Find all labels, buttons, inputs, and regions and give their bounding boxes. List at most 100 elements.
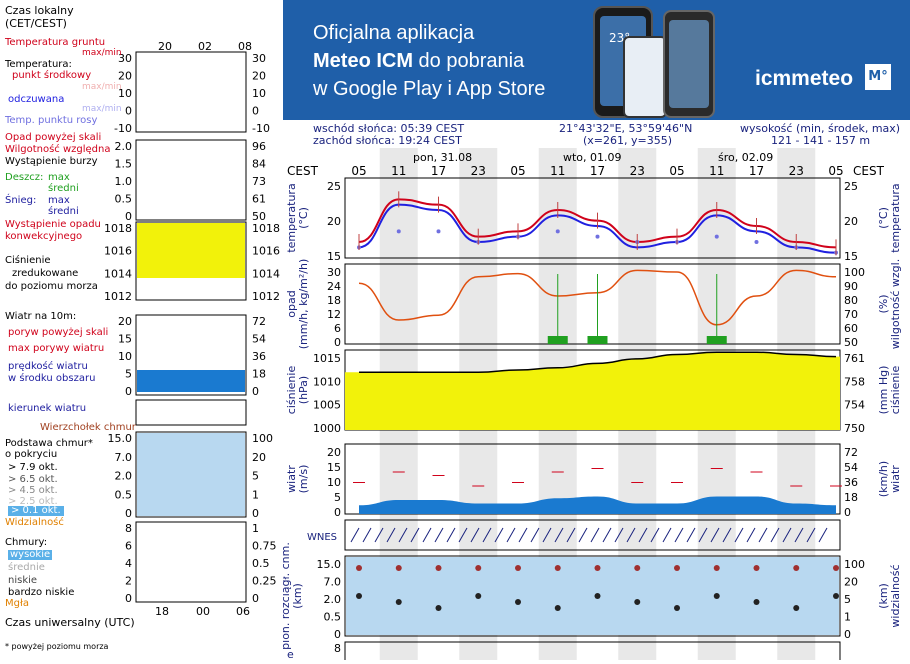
legend-tick-clouds: 4: [125, 557, 132, 570]
legend-tick-precip: 0: [125, 210, 132, 223]
wind-tick: 20: [327, 446, 341, 459]
logo-badge: M°: [865, 64, 891, 90]
legend-tick-right-vis: 5: [252, 470, 259, 483]
wind-arrow: [566, 527, 576, 543]
wind-axis-label-right: (km/h): [877, 461, 890, 497]
pressure-mmhg-tick-right: 750: [844, 422, 865, 435]
hour-tick-label: 05: [669, 164, 684, 178]
panel-frame-cloud: [344, 555, 841, 637]
legend-tick-right-humidity: 61: [252, 193, 266, 206]
sunset: zachód słońca: 19:24 CEST: [313, 134, 462, 147]
cloud-tick: 0: [334, 628, 341, 641]
hour-tick-label: 23: [630, 164, 645, 178]
legend-tick-precip: 0.5: [115, 193, 133, 206]
temp-axis-label-right: (°C): [877, 207, 890, 229]
wind-kmh-tick-right: 18: [844, 491, 858, 504]
app-banner[interactable]: Oficjalna aplikacja Meteo ICM do pobrani…: [283, 0, 910, 120]
legend-frame-clouds: [135, 521, 247, 603]
dewpoint-point: [555, 229, 560, 234]
legend-tick-clouds: 2: [125, 575, 132, 588]
soil-temp-sub: max/min: [82, 48, 122, 58]
wind-arrow: [422, 527, 432, 543]
cloud-cover-label: o pokryciu: [5, 449, 58, 460]
dewpoint-point: [754, 240, 759, 244]
legend-tick-right-clouds: 1: [252, 522, 259, 535]
temperature-label: Temperatura:: [5, 59, 72, 70]
utc-hour-3: 06: [236, 605, 250, 618]
hour-tick-label: 23: [789, 164, 804, 178]
wind-axis-label: (m/s): [297, 465, 310, 494]
wind-arrow: [470, 527, 480, 543]
wind-arrow: [506, 527, 516, 543]
wind-arrow: [626, 527, 636, 543]
local-hour-3: 08: [238, 40, 252, 53]
legend-tick-right-humidity: 84: [252, 158, 266, 171]
logo-text: icmmeteo: [755, 67, 854, 90]
temp-tick: 15: [327, 250, 341, 263]
bottom-tick: 8: [334, 642, 341, 655]
dewpoint-point: [396, 229, 401, 234]
legend-tick-right-vis: 0: [252, 507, 259, 520]
wind-arrow: [722, 527, 732, 543]
legend-tick-cloud: 2.0: [115, 470, 133, 483]
precip-tick: 12: [327, 308, 341, 321]
cloud-mid-label: średnie: [8, 562, 45, 573]
local-time-zone: (CET/CEST): [5, 17, 67, 30]
hour-tick-label: 17: [749, 164, 764, 178]
precip-tick: 30: [327, 266, 341, 279]
wind-kmh-tick-right: 54: [844, 461, 858, 474]
legend-pressure-fill: [137, 223, 245, 278]
wind-tick: 10: [327, 476, 341, 489]
banner-line3: w Google Play i App Store: [313, 78, 546, 100]
wind-speed-area: [359, 496, 836, 514]
cloud-tick: 0.5: [324, 611, 342, 624]
cloud-base-point: [515, 599, 521, 605]
dew-mid-label: punkt środkowy: [12, 70, 92, 81]
gust-above-label: poryw powyżej skali: [8, 327, 109, 338]
pressure-tick: 1005: [313, 399, 341, 412]
wind-arrow: [770, 527, 780, 543]
wind-arrow: [362, 527, 372, 543]
legend-tick-right-pressure: 1016: [252, 245, 280, 258]
wind-arrow: [650, 527, 660, 543]
dewpoint-point: [436, 229, 441, 234]
pressure-axis-label-right: (mm Hg): [877, 366, 890, 415]
panel-frame-temp: [344, 177, 841, 259]
humidity-tick-right: 100: [844, 266, 865, 279]
day-label: pon, 31.08: [413, 151, 472, 164]
cloud-top-point: [833, 565, 839, 571]
visibility-tick-right: 1: [844, 611, 851, 624]
legend-tick-cloud: 0.5: [115, 488, 133, 501]
pressure-line: [359, 351, 837, 373]
legend-tick-right-temp: 20: [252, 70, 266, 83]
height-label: wysokość (min, środek, max): [740, 122, 901, 135]
okt-5: > 0.1 okt.: [8, 506, 64, 516]
humidity-tick-right: 50: [844, 336, 858, 349]
pressure-mmhg-tick-right: 758: [844, 375, 865, 388]
legend-tick-right-temp: 0: [252, 105, 259, 118]
hour-tick-label: 17: [590, 164, 605, 178]
legend-tick-right-temp: -10: [252, 122, 270, 135]
legend-tick-pressure: 1012: [104, 290, 132, 303]
grid-point: (x=261, y=355): [583, 134, 673, 147]
legend-tick-right-temp: 30: [252, 52, 266, 65]
pressure-sub2: do poziomu morza: [5, 281, 98, 292]
pressure-area: [345, 352, 840, 430]
cloud-top-point: [793, 565, 800, 571]
wind-arrow: [758, 527, 768, 543]
wind-title: Wiatr na 10m:: [5, 311, 77, 322]
wind-arrow: [590, 527, 600, 543]
legend-tick-right-wind: 18: [252, 368, 266, 381]
pressure-axis-label: (hPa): [297, 376, 310, 404]
legend-frame-temp: [135, 51, 247, 133]
clouds-label: Chmury:: [5, 537, 48, 548]
legend-frame-pressure: [135, 221, 247, 301]
legend-tick-right-temp: 10: [252, 87, 266, 100]
cloud-top-point: [634, 565, 641, 571]
wind-arrow: [374, 527, 384, 543]
height-values: 121 - 141 - 157 m: [771, 134, 871, 147]
legend-tick-right-clouds: 0.25: [252, 575, 277, 588]
visibility-tick-right: 5: [844, 593, 851, 606]
wind-arrow: [818, 527, 828, 543]
legend-tick-right-humidity: 96: [252, 140, 266, 153]
